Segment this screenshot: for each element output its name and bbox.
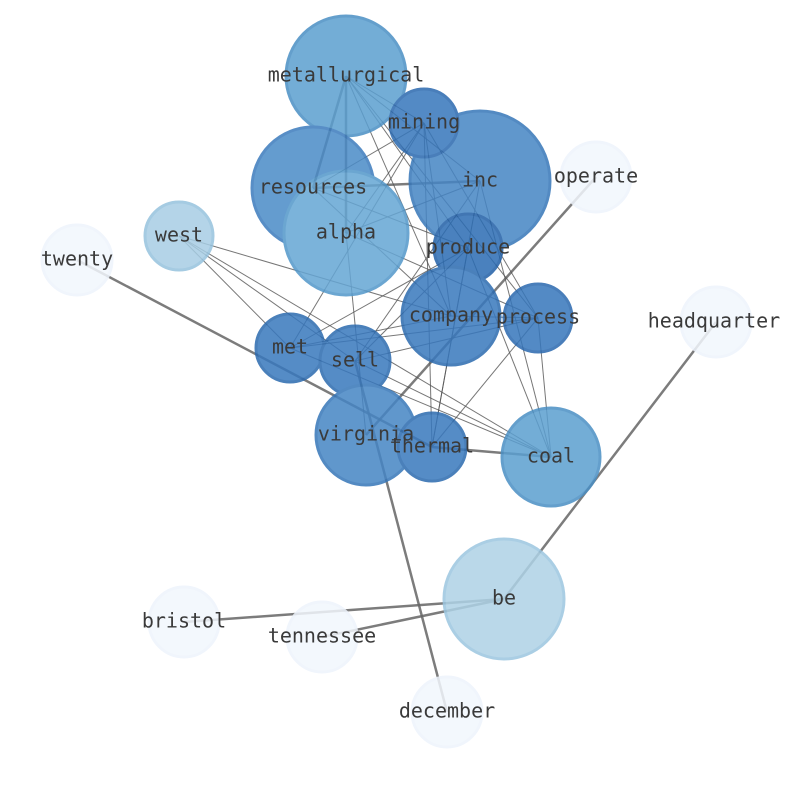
node-label: west (155, 223, 203, 247)
node-label: metallurgical (268, 63, 425, 87)
node (143, 200, 215, 272)
node (442, 537, 566, 661)
node-label: process (496, 305, 580, 329)
node-label: be (492, 586, 516, 610)
node-label: headquarter (648, 309, 780, 333)
node (559, 140, 633, 214)
node-label: mining (388, 110, 460, 134)
node-label: resources (259, 175, 367, 199)
node-label: produce (426, 235, 510, 259)
node (396, 411, 468, 483)
node (400, 265, 502, 367)
node-label: alpha (316, 220, 376, 244)
node-label: bristol (142, 609, 226, 633)
labels: metallurgical mining inc operate resourc… (41, 63, 780, 723)
node (147, 585, 221, 659)
node (500, 406, 602, 508)
node-label: twenty (41, 247, 113, 271)
node (410, 675, 484, 749)
node (388, 87, 460, 159)
node-label: coal (527, 444, 575, 468)
node-label: sell (331, 348, 379, 372)
node-label: tennessee (268, 624, 376, 648)
node-label: virginia (318, 422, 414, 446)
node-label: december (399, 699, 495, 723)
node-label: met (272, 335, 308, 359)
node-label: operate (554, 164, 638, 188)
node (282, 169, 410, 297)
node (502, 282, 574, 354)
nodes (40, 14, 753, 749)
node (679, 285, 753, 359)
node-label: inc (462, 168, 498, 192)
node (40, 223, 114, 297)
node (285, 600, 359, 674)
node-label: thermal (390, 434, 474, 458)
node-label: company (409, 303, 493, 327)
